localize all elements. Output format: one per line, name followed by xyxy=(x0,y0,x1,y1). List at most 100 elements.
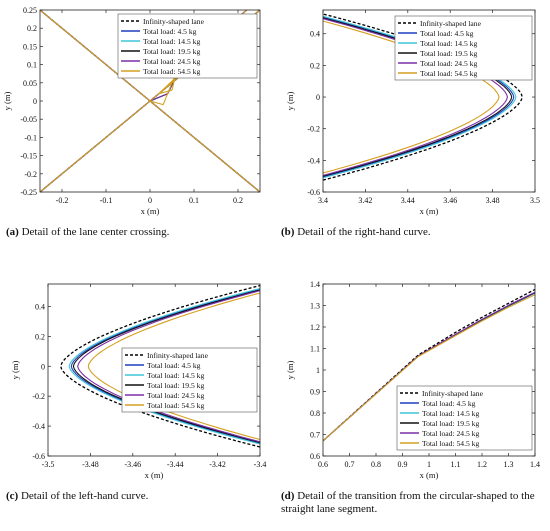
legend-label: Total load: 4.5 kg xyxy=(143,27,197,36)
y-tick-label: 1.3 xyxy=(310,302,320,311)
legend-box xyxy=(117,13,258,79)
y-tick-label: 0.9 xyxy=(310,388,320,397)
chart-b: 3.4 3.42 3.44 3.46 3.48 3.5 -0.6 -0.4 -0.2 0 0.2 0.… xyxy=(285,9,540,216)
plot-frame xyxy=(47,283,261,457)
y-tick-label: -0.4 xyxy=(307,156,320,165)
series-total-load-54-5-kg-line xyxy=(323,294,535,442)
legend-label: Total load: 54.5 kg xyxy=(143,67,200,76)
y-tick-label: 0.05 xyxy=(23,79,37,88)
caption-b-letter: (b) xyxy=(281,226,295,238)
series-group xyxy=(323,288,535,442)
x-tick-label: 3.4 xyxy=(318,196,328,205)
x-tick-label: -3.4 xyxy=(254,460,267,469)
legend-label: Total load: 54.5 kg xyxy=(420,69,477,78)
x-axis-label: x (m) xyxy=(420,470,439,480)
x-tick-label: 0.2 xyxy=(233,196,243,205)
plot-frame xyxy=(39,9,261,193)
y-tick-label: 0.4 xyxy=(310,30,320,39)
x-tick-label: 1 xyxy=(427,460,431,469)
legend-label: Infinity-shaped lane xyxy=(420,19,482,28)
y-tick-label: 0.2 xyxy=(35,332,45,341)
y-tick-label: 0.25 xyxy=(23,6,37,15)
y-tick-label: -0.6 xyxy=(32,452,45,461)
y-tick-label: 0.8 xyxy=(310,409,320,418)
x-tick-label: 3.44 xyxy=(401,196,415,205)
x-tick-label: 0.7 xyxy=(345,460,355,469)
y-tick-label: 0 xyxy=(41,362,45,371)
y-tick-label: 0.4 xyxy=(35,302,45,311)
x-axis-label: x (m) xyxy=(420,206,439,216)
x-tick-label: -0.1 xyxy=(100,196,113,205)
caption-a: (a) Detail of the lane center crossing. xyxy=(6,226,266,239)
legend-box xyxy=(396,385,533,451)
legend-label: Infinity-shaped lane xyxy=(143,17,205,26)
panel-b: 3.4 3.42 3.44 3.46 3.48 3.5 -0.6 -0.4 -0.2 0 0.2 0.… xyxy=(275,0,550,222)
chart-a: -0.2 -0.1 0 0.1 0.2 -0.25 -0.2 -0.15 -0.1 -0.05 0 0… xyxy=(2,6,261,216)
legend-label: Total load: 14.5 kg xyxy=(420,39,477,48)
y-tick-label: 0.15 xyxy=(23,42,37,51)
x-tick-label: 1.2 xyxy=(477,460,487,469)
legend-label: Total load: 19.5 kg xyxy=(147,381,204,390)
chart-c: -3.5 -3.48 -3.46 -3.44 -3.42 -3.4 -0.6 -0.4 -0.2… xyxy=(10,283,267,480)
caption-d-letter: (d) xyxy=(281,490,295,502)
x-tick-label: 1.4 xyxy=(530,460,540,469)
y-tick-label: 0.6 xyxy=(310,452,320,461)
y-tick-label: 1.4 xyxy=(310,280,320,289)
legend-label: Total load: 54.5 kg xyxy=(147,401,204,410)
x-tick-label: 1.1 xyxy=(451,460,461,469)
legend-label: Total load: 24.5 kg xyxy=(143,57,200,66)
x-tick-label: 1.3 xyxy=(504,460,514,469)
series-infinity-shaped-lane-line xyxy=(60,284,260,448)
caption-b-text: Detail of the right-hand curve. xyxy=(294,226,431,238)
plot-frame xyxy=(322,9,536,193)
x-tick-label: -0.2 xyxy=(56,196,69,205)
x-tick-label: 0.6 xyxy=(318,460,328,469)
y-tick-label: -0.2 xyxy=(32,392,45,401)
y-tick-label: -0.05 xyxy=(20,115,37,124)
x-tick-label: -3.48 xyxy=(82,460,99,469)
y-tick-label: 0.2 xyxy=(310,61,320,70)
caption-d: (d) Detail of the transition from the ci… xyxy=(281,490,545,516)
panel-d: 0.6 0.7 0.8 0.9 1 1.1 1.2 1.3 1.4 0.6 0.7 0.8 0.9 1 1.… xyxy=(275,264,550,486)
legend-label: Infinity-shaped lane xyxy=(147,351,209,360)
y-tick-label: -0.2 xyxy=(24,170,37,179)
x-tick-label: 3.5 xyxy=(530,196,540,205)
legend-box xyxy=(121,347,258,413)
y-tick-label: 0 xyxy=(316,93,320,102)
legend-label: Total load: 24.5 kg xyxy=(147,391,204,400)
x-tick-label: 0.9 xyxy=(398,460,408,469)
series-total-load-54-5-kg-line xyxy=(87,292,260,441)
x-tick-label: -3.5 xyxy=(42,460,55,469)
x-tick-label: 3.48 xyxy=(486,196,500,205)
panel-a: -0.2 -0.1 0 0.1 0.2 -0.25 -0.2 -0.15 -0.1 -0.05 0 0… xyxy=(0,0,275,222)
caption-a-text: Detail of the lane center crossing. xyxy=(18,226,170,238)
y-tick-label: 0.2 xyxy=(27,24,37,33)
x-tick-label: -3.42 xyxy=(209,460,226,469)
legend-label: Infinity-shaped lane xyxy=(422,389,484,398)
x-axis-label: x (m) xyxy=(141,206,160,216)
x-tick-label: 0 xyxy=(148,196,152,205)
legend-label: Total load: 19.5 kg xyxy=(422,419,479,428)
y-tick-label: 1 xyxy=(316,366,320,375)
caption-c: (c) Detail of the left-hand curve. xyxy=(6,490,266,503)
series-total-load-4-5-kg-line xyxy=(70,288,260,444)
series-total-load-19-5-kg-line xyxy=(72,289,260,444)
y-tick-label: 0 xyxy=(33,97,37,106)
y-tick-label: -0.1 xyxy=(24,133,37,142)
y-tick-label: -0.15 xyxy=(20,152,37,161)
x-tick-label: -3.44 xyxy=(167,460,184,469)
x-tick-label: 0.1 xyxy=(189,196,199,205)
x-tick-label: 3.42 xyxy=(358,196,372,205)
caption-d-text: Detail of the transition from the circul… xyxy=(281,490,535,515)
caption-b: (b) Detail of the right-hand curve. xyxy=(281,226,541,239)
y-tick-label: 1.2 xyxy=(310,323,320,332)
y-axis-label: y (m) xyxy=(2,92,12,111)
series-total-load-24-5-kg-line xyxy=(77,290,260,443)
x-tick-label: -3.46 xyxy=(124,460,141,469)
legend-label: Total load: 4.5 kg xyxy=(422,399,476,408)
series-group xyxy=(60,284,260,448)
y-tick-label: 0.1 xyxy=(27,61,37,70)
legend-label: Total load: 14.5 kg xyxy=(143,37,200,46)
legend-box xyxy=(394,15,533,81)
panel-c: -3.5 -3.48 -3.46 -3.44 -3.42 -3.4 -0.6 -0.4 -0.2… xyxy=(0,264,275,486)
